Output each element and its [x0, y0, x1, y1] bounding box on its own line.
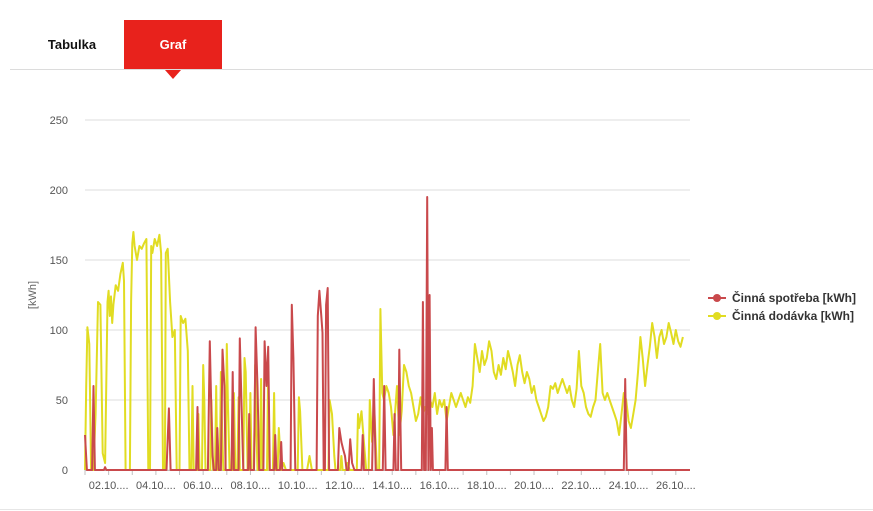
y-tick-label: 100: [50, 325, 68, 337]
legend-label: Činná spotřeba [kWh]: [732, 290, 856, 305]
x-tick-label: 04.10....: [136, 480, 176, 492]
legend-item-0[interactable]: Činná spotřeba [kWh]: [708, 290, 856, 305]
x-tick-label: 02.10....: [89, 480, 129, 492]
x-axis: 02.10.... 04.10.... 06.10.... 08.10.... 10.1…: [84, 470, 696, 492]
y-axis-label: [kWh]: [27, 281, 39, 309]
tab-bar: Tabulka Graf: [0, 0, 873, 79]
active-tab-pointer: [165, 70, 181, 79]
x-tick-label: 20.10....: [514, 480, 554, 492]
series-line-0: [84, 196, 690, 471]
tab-graf[interactable]: Graf: [124, 20, 222, 79]
x-tick-label: 18.10....: [467, 480, 507, 492]
y-tick-label: 250: [50, 115, 68, 127]
x-tick-label: 26.10....: [656, 480, 696, 492]
tab-divider: [10, 69, 873, 70]
x-tick-label: 16.10....: [420, 480, 460, 492]
legend-marker: [713, 312, 721, 320]
x-tick-label: 22.10....: [561, 480, 601, 492]
legend-item-1[interactable]: Činná dodávka [kWh]: [708, 308, 854, 323]
tab-tabulka[interactable]: Tabulka: [47, 37, 97, 52]
x-tick-label: 12.10....: [325, 480, 365, 492]
series-lines: [84, 196, 690, 471]
x-tick-label: 24.10....: [609, 480, 649, 492]
x-tick-label: 08.10....: [231, 480, 271, 492]
y-tick-label: 150: [50, 255, 68, 267]
y-tick-label: 0: [62, 465, 68, 477]
x-tick-label: 06.10....: [183, 480, 223, 492]
y-axis: 0 50 100 150 200 250 [kWh]: [27, 115, 68, 477]
grid-lines: [85, 119, 690, 471]
y-tick-label: 200: [50, 185, 68, 197]
legend-label: Činná dodávka [kWh]: [732, 308, 854, 323]
legend-marker: [713, 294, 721, 302]
legend[interactable]: Činná spotřeba [kWh] Činná dodávka [kWh]: [708, 290, 856, 323]
x-tick-label: 14.10....: [372, 480, 412, 492]
y-tick-label: 50: [56, 395, 68, 407]
bottom-divider: [0, 509, 873, 510]
x-tick-label: 10.10....: [278, 480, 318, 492]
tab-graf-label: Graf: [159, 37, 187, 52]
